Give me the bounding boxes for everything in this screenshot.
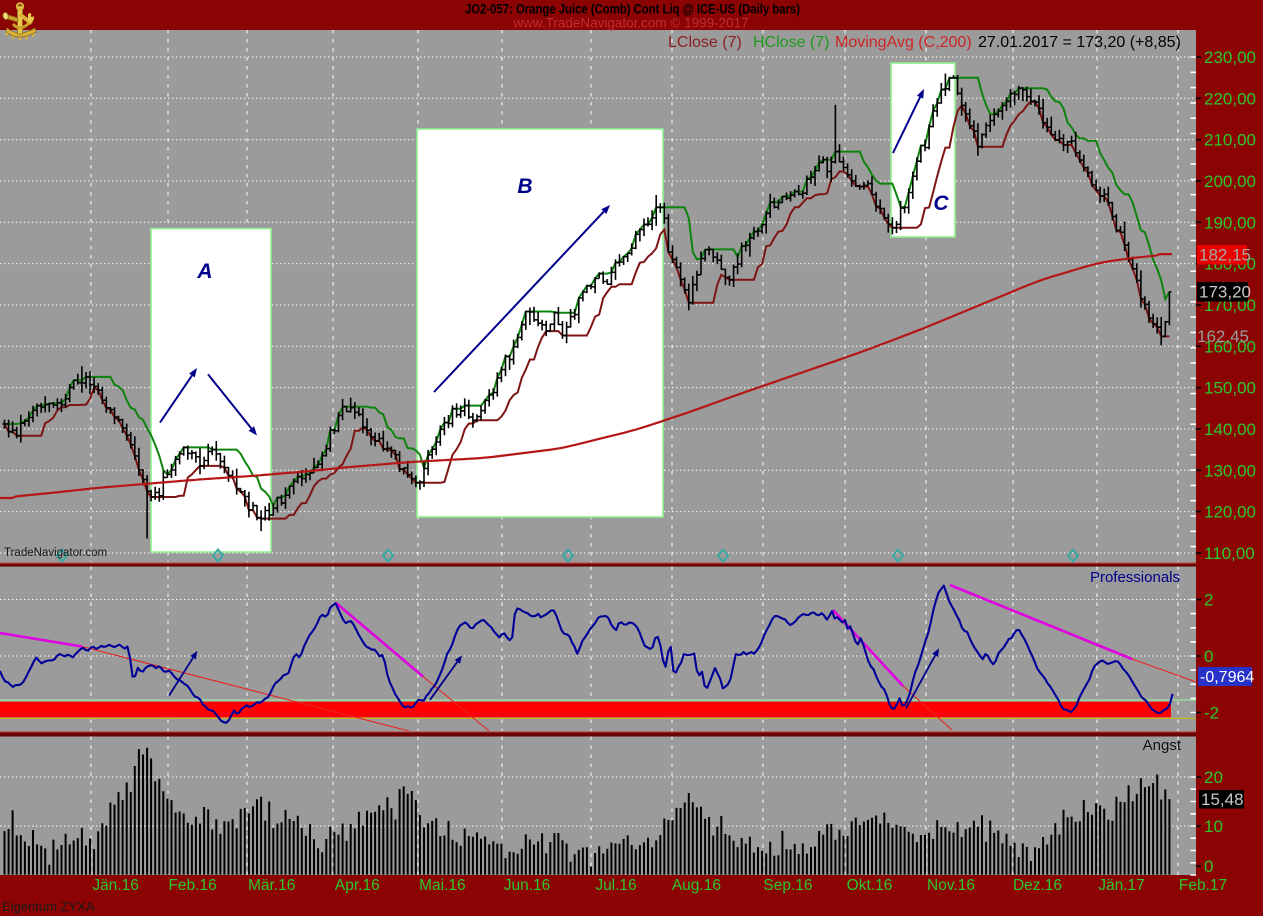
svg-text:182,15: 182,15 <box>1199 246 1251 265</box>
svg-text:200,00: 200,00 <box>1204 172 1256 191</box>
svg-text:Nov.16: Nov.16 <box>927 877 975 894</box>
svg-text:0: 0 <box>1204 647 1213 666</box>
svg-text:B: B <box>517 175 532 198</box>
svg-text:C: C <box>933 192 949 215</box>
svg-text:120,00: 120,00 <box>1204 503 1256 522</box>
svg-text:190,00: 190,00 <box>1204 213 1256 232</box>
svg-text:10: 10 <box>1204 817 1223 836</box>
svg-text:Mär.16: Mär.16 <box>248 877 295 894</box>
svg-text:Okt.16: Okt.16 <box>847 877 893 894</box>
svg-text:173,20: 173,20 <box>1199 283 1251 302</box>
svg-text:www.TradeNavigator.com © 1999-: www.TradeNavigator.com © 1999-2017 <box>512 16 748 31</box>
svg-text:0: 0 <box>1204 857 1213 876</box>
svg-text:27.01.2017 = 173,20 (+8,85): 27.01.2017 = 173,20 (+8,85) <box>978 34 1181 51</box>
svg-text:Apr.16: Apr.16 <box>335 877 380 894</box>
svg-text:Professionals: Professionals <box>1090 569 1180 586</box>
svg-text:A: A <box>196 260 212 283</box>
svg-text:Feb.17: Feb.17 <box>1179 877 1227 894</box>
svg-text:230,00: 230,00 <box>1204 48 1256 67</box>
svg-text:Jän.17: Jän.17 <box>1098 877 1145 894</box>
svg-text:160,00: 160,00 <box>1204 337 1256 356</box>
svg-text:LClose (7): LClose (7) <box>668 34 742 51</box>
svg-text:162,45: 162,45 <box>1197 327 1249 346</box>
svg-text:2: 2 <box>1204 591 1213 610</box>
svg-text:110,00: 110,00 <box>1204 544 1255 563</box>
svg-text:210,00: 210,00 <box>1204 131 1256 150</box>
svg-text:Feb.16: Feb.16 <box>168 877 216 894</box>
svg-text:Angst: Angst <box>1143 737 1182 754</box>
svg-text:140,00: 140,00 <box>1204 420 1256 439</box>
svg-text:130,00: 130,00 <box>1204 461 1256 480</box>
svg-text:Jun.16: Jun.16 <box>504 877 551 894</box>
svg-text:MovingAvg (C,200): MovingAvg (C,200) <box>835 34 972 51</box>
svg-text:Jul.16: Jul.16 <box>595 877 636 894</box>
svg-text:HClose (7): HClose (7) <box>753 34 829 51</box>
svg-text:-2: -2 <box>1204 704 1219 723</box>
svg-text:Eigentum ZYXA: Eigentum ZYXA <box>2 899 95 914</box>
svg-text:-0,7964: -0,7964 <box>1200 669 1254 686</box>
svg-text:TradeNavigator.com: TradeNavigator.com <box>4 547 107 559</box>
svg-text:220,00: 220,00 <box>1204 89 1256 108</box>
svg-text:15,48: 15,48 <box>1201 790 1244 809</box>
svg-text:Jän.16: Jän.16 <box>92 877 139 894</box>
svg-text:20: 20 <box>1204 768 1223 787</box>
svg-text:Mai.16: Mai.16 <box>419 877 466 894</box>
svg-text:Aug.16: Aug.16 <box>672 877 721 894</box>
svg-text:150,00: 150,00 <box>1204 379 1256 398</box>
svg-text:Dez.16: Dez.16 <box>1013 877 1062 894</box>
svg-text:Sep.16: Sep.16 <box>763 877 812 894</box>
svg-text:JO2-057: Orange Juice (Comb): JO2-057: Orange Juice (Comb) Cont Liq @ … <box>465 2 800 17</box>
